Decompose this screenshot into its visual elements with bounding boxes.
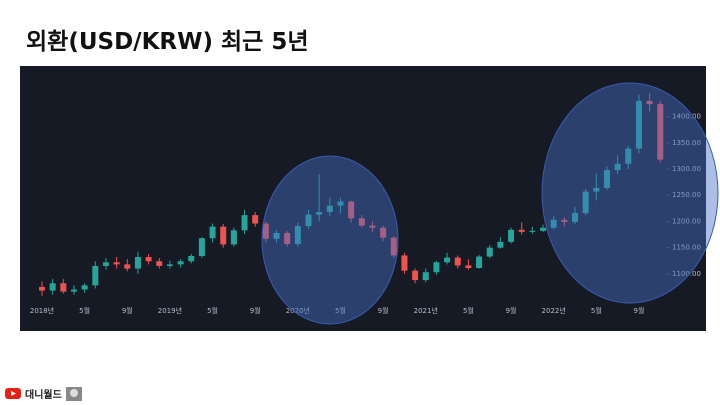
y-tick-label: 1350.00	[672, 139, 701, 147]
candle-body	[284, 232, 291, 244]
y-tick-label: 1100.00	[672, 270, 701, 278]
x-tick-label: 2021년	[414, 306, 438, 315]
candle-body	[70, 289, 77, 292]
candle-body	[401, 255, 408, 271]
candle-body	[486, 247, 493, 257]
candle-body	[497, 241, 504, 248]
candle-body	[198, 238, 205, 256]
candle-body	[134, 257, 141, 269]
candle-body	[444, 257, 451, 263]
candle-body	[529, 230, 536, 232]
candle-body	[518, 229, 525, 232]
candle-body	[316, 212, 323, 215]
x-tick-label: 9월	[122, 306, 133, 315]
x-tick-label: 5월	[207, 306, 218, 315]
candle-body	[476, 256, 483, 269]
candle-body	[540, 227, 547, 231]
candle-body	[156, 261, 163, 266]
x-tick-label: 5월	[335, 306, 346, 315]
candle-body	[380, 227, 387, 238]
candle-body	[230, 230, 237, 245]
candle-body	[262, 223, 269, 239]
candle-body	[305, 214, 312, 227]
candle-body	[92, 265, 99, 286]
x-tick-label: 2019년	[158, 306, 182, 315]
candle-body	[113, 262, 120, 265]
candle-body	[49, 283, 56, 291]
candle-body	[209, 226, 216, 239]
candle-body	[124, 264, 131, 269]
x-tick-label: 9월	[506, 306, 517, 315]
x-tick-label: 5월	[591, 306, 602, 315]
x-tick-label: 2022년	[542, 306, 566, 315]
candle-body	[646, 100, 653, 105]
footer: 대니월드	[5, 386, 82, 401]
chart-panel	[20, 66, 706, 331]
y-tick-label: 1400.00	[672, 113, 701, 121]
x-tick-label: 5월	[463, 306, 474, 315]
y-tick-label: 1200.00	[672, 217, 701, 225]
candle-body	[102, 262, 109, 266]
x-tick-label: 5월	[79, 306, 90, 315]
candle-body	[422, 272, 429, 281]
candle-body	[593, 187, 600, 192]
candle-body	[454, 257, 461, 266]
candle-body	[348, 201, 355, 219]
candle-body	[657, 104, 664, 160]
candle-body	[550, 219, 557, 228]
candle-body	[81, 285, 88, 290]
candle-body	[508, 229, 515, 242]
candle-body	[412, 270, 419, 281]
candle-body	[369, 225, 376, 228]
candle-body	[166, 264, 173, 266]
x-tick-label: 2020년	[286, 306, 310, 315]
candle-body	[635, 100, 642, 149]
candle-body	[603, 170, 610, 188]
candle-body	[582, 191, 589, 214]
candle-body	[60, 283, 67, 292]
candle-body	[273, 232, 280, 239]
chart: 1100.00 1150.00 1200.00 1250.00 1300.00 1350.…	[20, 66, 719, 331]
candle-body	[177, 261, 184, 265]
channel-name: 대니월드	[25, 390, 62, 401]
avatar-icon	[65, 386, 82, 401]
plot: 1100.00 1150.00 1200.00 1250.00 1300.00 1350.…	[30, 93, 701, 315]
y-tick-label: 1250.00	[672, 191, 701, 199]
candle-body	[145, 257, 152, 262]
y-tick-label: 1300.00	[672, 165, 701, 173]
candle-body	[252, 215, 259, 224]
highlight-circle	[261, 155, 399, 325]
highlight-circle	[541, 82, 719, 304]
candle-body	[465, 265, 472, 269]
candle-body	[188, 256, 195, 262]
candle-body	[337, 201, 344, 206]
slide-title: 외환(USD/KRW) 최근 5년	[26, 29, 309, 55]
candle-body	[241, 215, 248, 231]
x-tick-label: 2018년	[30, 306, 54, 315]
youtube-icon	[5, 388, 21, 399]
x-tick-label: 9월	[250, 306, 261, 315]
x-tick-label: 9월	[378, 306, 389, 315]
candle-body	[572, 213, 578, 222]
candle-body	[433, 262, 440, 273]
y-tick-label: 1150.00	[672, 244, 701, 252]
candle-body	[614, 163, 621, 171]
candle-body	[220, 226, 227, 245]
candle-body	[39, 286, 45, 291]
candle-body	[326, 205, 333, 212]
candle-body	[625, 148, 632, 164]
candle-body	[561, 219, 568, 222]
x-tick-label: 9월	[634, 306, 645, 315]
candle-body	[358, 218, 365, 226]
candle-body	[390, 237, 397, 256]
candle-body	[294, 226, 301, 244]
